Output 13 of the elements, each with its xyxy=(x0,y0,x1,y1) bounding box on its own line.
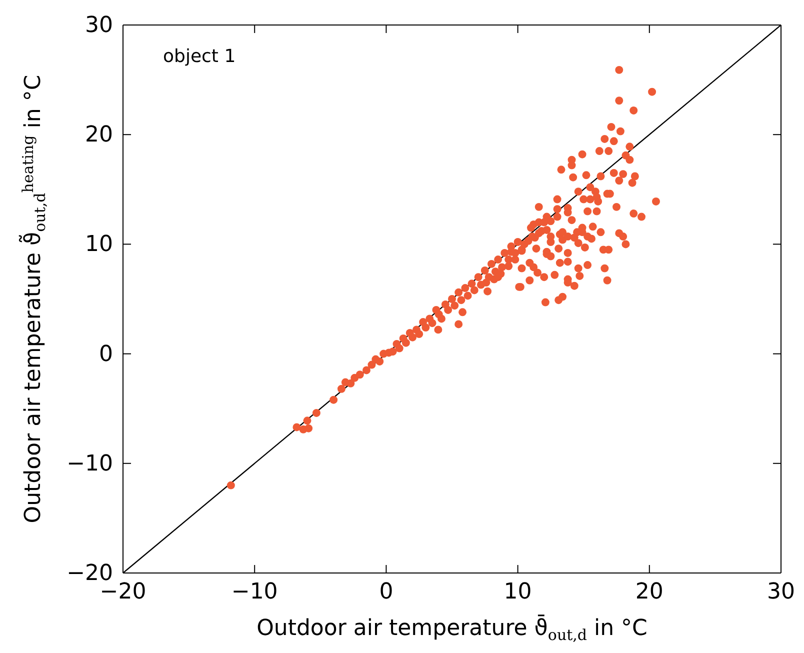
x-tick-label: 0 xyxy=(379,580,394,605)
x-tick-label: 20 xyxy=(635,580,664,605)
annotation: object 1 xyxy=(163,46,236,67)
x-tick-label: 30 xyxy=(767,580,795,605)
y-tick-label: −20 xyxy=(66,561,113,586)
x-tick-label: −10 xyxy=(231,580,278,605)
x-tick-label: 10 xyxy=(504,580,532,605)
y-tick-label: −10 xyxy=(66,451,113,476)
y-tick-label: 10 xyxy=(85,232,113,258)
x-axis-title: Outdoor air temperature ϑ̄$_{out,d}$ in °C xyxy=(256,614,648,644)
y-tick-label: 30 xyxy=(85,13,113,38)
y-tick-label: 0 xyxy=(99,342,113,367)
y-tick-label: 20 xyxy=(85,122,113,148)
